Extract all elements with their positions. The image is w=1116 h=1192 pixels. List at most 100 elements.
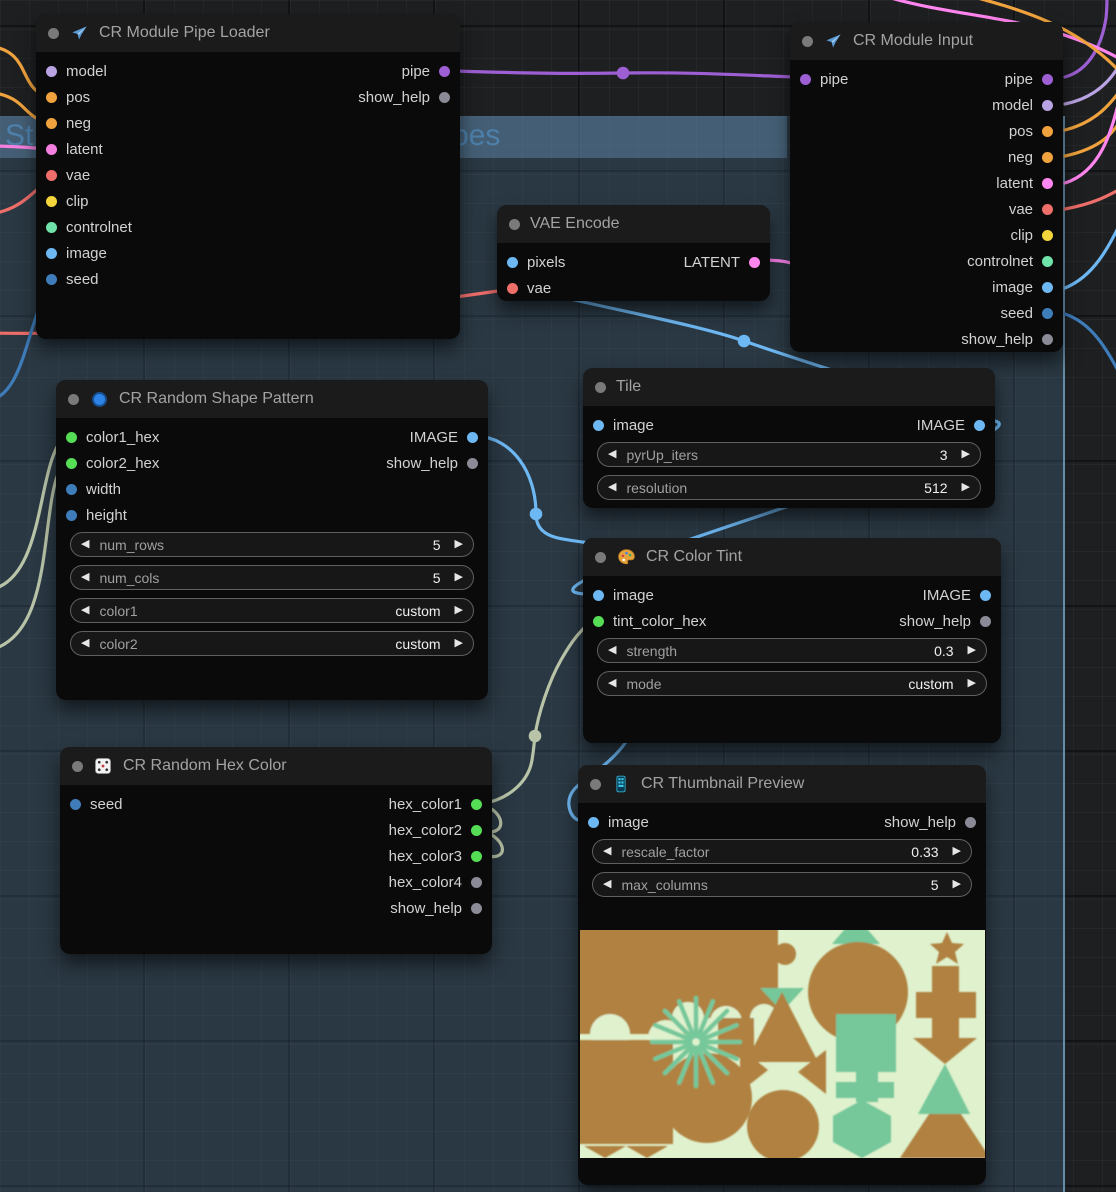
node-header[interactable]: CR Module Input [790,22,1063,60]
collapse-dot[interactable] [68,393,79,405]
node-header[interactable]: CR Module Pipe Loader [36,14,460,52]
output-dot-model[interactable] [1042,99,1053,111]
input-dot-pipe[interactable] [800,73,811,85]
node-cr-thumbnail-preview[interactable]: CR Thumbnail Preview image show_help ◀ resca… [578,765,986,1185]
input-dot-height[interactable] [66,509,77,521]
wire[interactable] [1063,118,1116,158]
widget-rescale_factor[interactable]: ◀ rescale_factor 0.33 ▶ [592,839,972,864]
node-cr-module-pipe-loader[interactable]: CR Module Pipe Loader model pipe pos show_he… [36,14,460,339]
widget-color2[interactable]: ◀ color2 custom ▶ [70,631,474,656]
wire[interactable] [1063,96,1116,185]
input-dot-latent[interactable] [46,143,57,155]
input-dot-image[interactable] [46,247,57,259]
output-dot-pipe[interactable] [439,65,450,77]
node-header[interactable]: CR Thumbnail Preview [578,765,986,803]
input-dot-image[interactable] [593,589,604,601]
arrow-right-icon[interactable]: ▶ [952,878,961,890]
widget-max_columns[interactable]: ◀ max_columns 5 ▶ [592,872,972,897]
arrow-left-icon[interactable]: ◀ [603,845,612,857]
input-dot-color1_hex[interactable] [66,431,77,443]
output-dot-hex_color2[interactable] [471,824,482,836]
output-dot-IMAGE[interactable] [467,431,478,443]
wire[interactable] [453,69,795,79]
input-dot-vae[interactable] [507,282,518,294]
wire-reroute-dot[interactable] [616,66,630,80]
output-dot-show_help[interactable] [965,816,976,828]
output-dot-seed[interactable] [1042,307,1053,319]
arrow-left-icon[interactable]: ◀ [608,644,617,656]
node-cr-module-input[interactable]: CR Module Input pipe pipe model pos neg latent… [790,22,1063,352]
output-dot-latent[interactable] [1042,177,1053,189]
arrow-right-icon[interactable]: ▶ [967,644,976,656]
node-cr-random-hex-color[interactable]: CR Random Hex Color seed hex_color1 hex_col… [60,747,492,954]
input-dot-clip[interactable] [46,195,57,207]
arrow-right-icon[interactable]: ▶ [961,448,970,460]
wire[interactable] [1063,312,1116,378]
node-header[interactable]: CR Random Hex Color [60,747,492,785]
input-dot-vae[interactable] [46,169,57,181]
widget-mode[interactable]: ◀ mode custom ▶ [597,671,987,696]
output-dot-pipe[interactable] [1042,73,1053,85]
widget-num_rows[interactable]: ◀ num_rows 5 ▶ [70,532,474,557]
output-dot-clip[interactable] [1042,229,1053,241]
widget-pyrUp_iters[interactable]: ◀ pyrUp_iters 3 ▶ [597,442,981,467]
input-dot-tint_color_hex[interactable] [593,615,604,627]
wire[interactable] [1063,188,1116,211]
output-dot-vae[interactable] [1042,203,1053,215]
output-dot-pos[interactable] [1042,125,1053,137]
collapse-dot[interactable] [72,760,83,772]
wire[interactable] [1063,0,1109,79]
collapse-dot[interactable] [509,218,520,230]
collapse-dot[interactable] [595,381,606,393]
arrow-left-icon[interactable]: ◀ [608,481,617,493]
input-dot-model[interactable] [46,65,57,77]
arrow-left-icon[interactable]: ◀ [603,878,612,890]
arrow-left-icon[interactable]: ◀ [608,448,617,460]
node-vae-encode[interactable]: VAE Encode pixels LATENT vae [497,205,770,301]
input-dot-neg[interactable] [46,117,57,129]
arrow-right-icon[interactable]: ▶ [454,637,463,649]
output-dot-image[interactable] [1042,281,1053,293]
output-dot-IMAGE[interactable] [980,589,991,601]
node-header[interactable]: CR Color Tint [583,538,1001,576]
output-dot-show_help[interactable] [1042,333,1053,345]
input-dot-image[interactable] [588,816,599,828]
wire[interactable] [1063,64,1116,106]
wire[interactable] [1063,88,1116,132]
output-dot-show_help[interactable] [471,902,482,914]
widget-color1[interactable]: ◀ color1 custom ▶ [70,598,474,623]
input-dot-width[interactable] [66,483,77,495]
input-dot-image[interactable] [593,419,604,431]
output-dot-show_help[interactable] [467,457,478,469]
arrow-left-icon[interactable]: ◀ [81,571,90,583]
collapse-dot[interactable] [802,35,813,47]
arrow-left-icon[interactable]: ◀ [81,538,90,550]
collapse-dot[interactable] [590,778,601,790]
widget-num_cols[interactable]: ◀ num_cols 5 ▶ [70,565,474,590]
input-dot-seed[interactable] [70,798,81,810]
node-header[interactable]: VAE Encode [497,205,770,243]
output-dot-show_help[interactable] [439,91,450,103]
output-dot-controlnet[interactable] [1042,255,1053,267]
node-cr-color-tint[interactable]: CR Color Tint image IMAGE tint_color_hex sho… [583,538,1001,743]
input-dot-color2_hex[interactable] [66,457,77,469]
widget-resolution[interactable]: ◀ resolution 512 ▶ [597,475,981,500]
collapse-dot[interactable] [595,551,606,563]
arrow-left-icon[interactable]: ◀ [608,677,617,689]
arrow-right-icon[interactable]: ▶ [454,538,463,550]
collapse-dot[interactable] [48,27,59,39]
output-dot-hex_color3[interactable] [471,850,482,862]
output-dot-LATENT[interactable] [749,256,760,268]
node-header[interactable]: Tile [583,368,995,406]
output-dot-neg[interactable] [1042,151,1053,163]
arrow-right-icon[interactable]: ▶ [961,481,970,493]
output-dot-hex_color4[interactable] [471,876,482,888]
output-dot-show_help[interactable] [980,615,991,627]
output-dot-hex_color1[interactable] [471,798,482,810]
arrow-right-icon[interactable]: ▶ [967,677,976,689]
widget-strength[interactable]: ◀ strength 0.3 ▶ [597,638,987,663]
node-cr-random-shape-pattern[interactable]: CR Random Shape Pattern color1_hex IMAGE co… [56,380,488,700]
wire[interactable] [1063,220,1116,290]
arrow-left-icon[interactable]: ◀ [81,604,90,616]
